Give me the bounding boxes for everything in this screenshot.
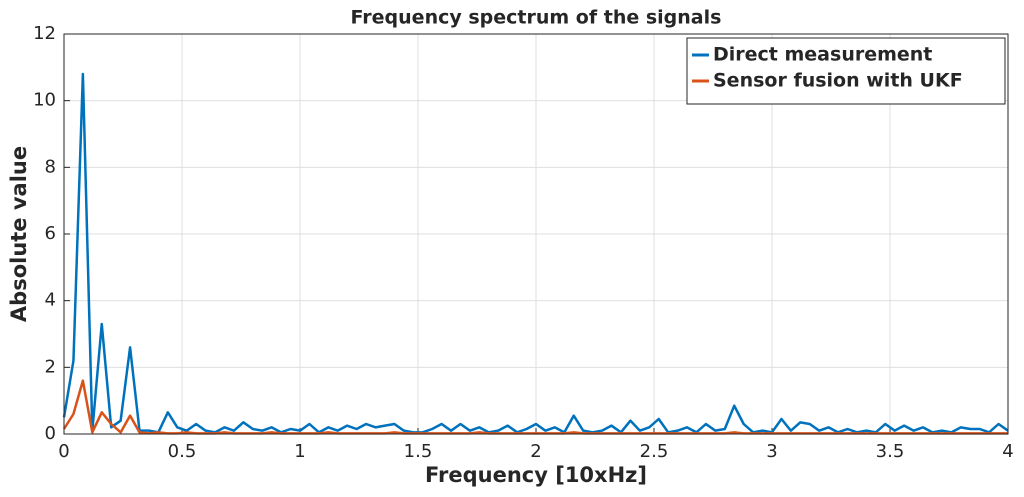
- legend-box: [686, 37, 1006, 105]
- chart-title: Frequency spectrum of the signals: [351, 7, 722, 29]
- x-tick-label: 0.5: [168, 441, 197, 462]
- legend-label: Direct measurement: [713, 44, 932, 66]
- plot-lines: [62, 72, 1009, 435]
- series-line: [62, 379, 1008, 435]
- y-tick-label: 12: [33, 23, 56, 44]
- y-tick-label: 8: [45, 156, 56, 177]
- x-tick-label: 1.5: [404, 441, 433, 462]
- series-line: [62, 72, 1009, 434]
- y-tick-label: 4: [45, 290, 56, 311]
- y-tick-label: 2: [45, 356, 56, 377]
- x-tick-label: 2: [530, 441, 541, 462]
- legend-label: Sensor fusion with UKF: [713, 70, 963, 92]
- legend: Direct measurement Sensor fusion with UKF: [686, 37, 1006, 105]
- y-tick-label: 10: [33, 90, 56, 111]
- x-tick-label: 3: [766, 441, 777, 462]
- x-tick-label: 4: [1002, 441, 1013, 462]
- x-axis-label: Frequency [10xHz]: [425, 463, 647, 487]
- y-axis-label: Absolute value: [7, 146, 31, 322]
- y-tick-label: 0: [45, 423, 56, 444]
- x-tick-label: 2.5: [640, 441, 669, 462]
- x-tick-label: 3.5: [876, 441, 905, 462]
- x-tick-label: 1: [294, 441, 305, 462]
- plot-frame: [63, 33, 1009, 435]
- x-tick-label: 0: [58, 441, 69, 462]
- y-tick-label: 6: [45, 223, 56, 244]
